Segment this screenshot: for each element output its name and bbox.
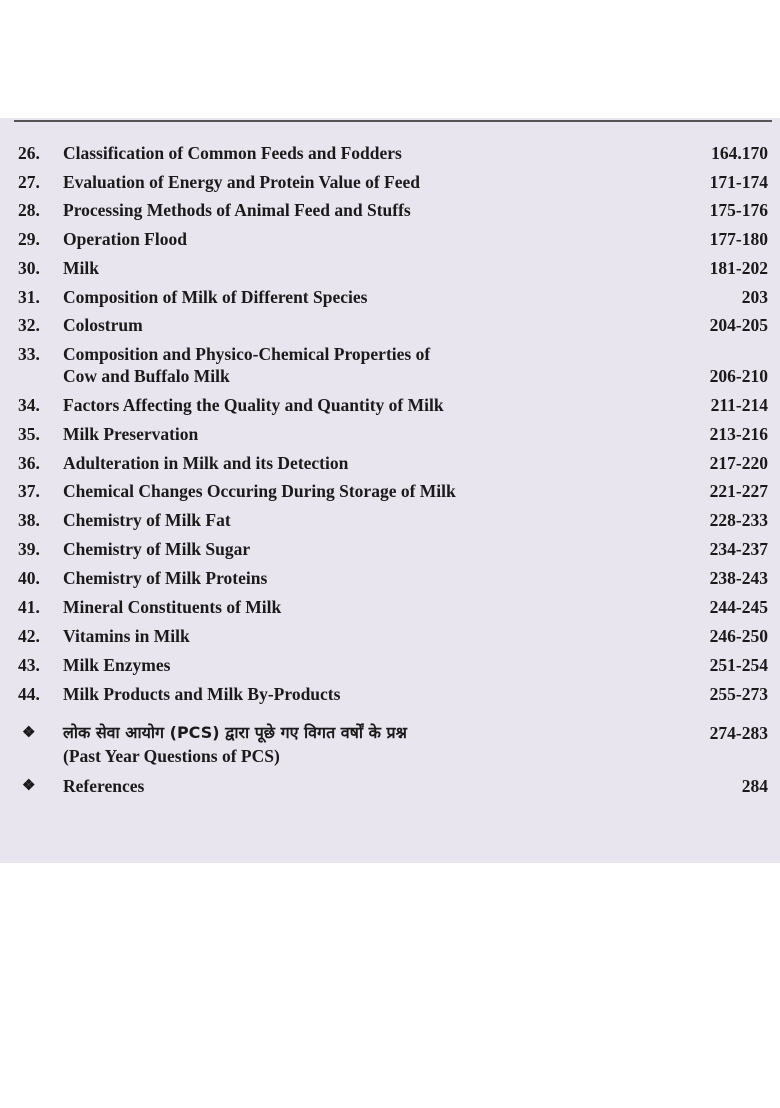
entry-pages: 238-243 [709, 568, 768, 588]
entry-pages: 171-174 [709, 172, 768, 192]
entry-pages: 203 [741, 287, 768, 307]
toc-entry: 35. Milk Preservation 213-216 [0, 420, 780, 448]
entry-number: 43. [18, 655, 40, 675]
toc-extra-entry: ❖ References 284 [0, 772, 780, 800]
entry-title: Adulteration in Milk and its Detection [63, 453, 349, 473]
entry-title-line2: (Past Year Questions of PCS) [63, 746, 280, 766]
toc-entry: 41. Mineral Constituents of Milk 244-245 [0, 593, 780, 621]
toc-entry: 40. Chemistry of Milk Proteins 238-243 [0, 564, 780, 592]
entry-pages: 244-245 [709, 597, 768, 617]
entry-pages: 217-220 [709, 453, 768, 473]
entry-title: Composition and Physico-Chemical Propert… [63, 344, 431, 364]
entry-pages: 213-216 [709, 424, 768, 444]
entry-number: 32. [18, 315, 40, 335]
entry-pages: 251-254 [709, 655, 768, 675]
entry-title: Composition of Milk of Different Species [63, 287, 368, 307]
entry-title: Chemical Changes Occuring During Storage… [63, 481, 456, 501]
entry-pages: 228-233 [709, 510, 768, 530]
toc-entry: 37. Chemical Changes Occuring During Stor… [0, 477, 780, 505]
toc-extra-entry: ❖ लोक सेवा आयोग (PCS) द्वारा पूछे गए विगत… [0, 719, 780, 766]
toc-entry: 43. Milk Enzymes 251-254 [0, 651, 780, 679]
entry-pages: 221-227 [709, 481, 768, 501]
entry-number: 38. [18, 510, 40, 530]
entry-title: Evaluation of Energy and Protein Value o… [63, 172, 420, 192]
entry-pages: 211-214 [710, 395, 768, 415]
toc-entry: 31. Composition of Milk of Different Spec… [0, 283, 780, 311]
toc-entry: 44. Milk Products and Milk By-Products 255… [0, 680, 780, 708]
entry-number: 41. [18, 597, 40, 617]
entry-title-line2: Cow and Buffalo Milk [63, 366, 230, 386]
entry-pages: 204-205 [709, 315, 768, 335]
entry-pages: 181-202 [709, 258, 768, 278]
toc-entry: 26. Classification of Common Feeds and Fo… [0, 139, 780, 167]
entry-title: Milk Preservation [63, 424, 199, 444]
entry-pages: 164.170 [711, 143, 768, 163]
entry-title: Milk Enzymes [63, 655, 171, 675]
entry-number: 36. [18, 453, 40, 473]
entry-number: 34. [18, 395, 40, 415]
toc-entry: 33. Composition and Physico-Chemical Prop… [0, 340, 780, 386]
entry-pages: 255-273 [709, 684, 768, 704]
entry-title: Vitamins in Milk [63, 626, 190, 646]
toc-entry: 39. Chemistry of Milk Sugar 234-237 [0, 535, 780, 563]
entry-number: 35. [18, 424, 40, 444]
entry-number: 29. [18, 229, 40, 249]
entry-title: Classification of Common Feeds and Fodde… [63, 143, 402, 163]
toc-entry: 30. Milk 181-202 [0, 254, 780, 282]
diamond-bullet-icon: ❖ [22, 725, 36, 741]
entry-title: Colostrum [63, 315, 143, 335]
entry-number: 31. [18, 287, 40, 307]
entry-pages: 234-237 [709, 539, 768, 559]
entry-title: Processing Methods of Animal Feed and St… [63, 200, 411, 220]
entry-pages: 274-283 [709, 723, 768, 743]
entry-title: लोक सेवा आयोग (PCS) द्वारा पूछे गए विगत … [63, 723, 407, 742]
toc-entry: 34. Factors Affecting the Quality and Qua… [0, 391, 780, 419]
entry-pages: 206-210 [709, 366, 768, 386]
toc-entry: 36. Adulteration in Milk and its Detectio… [0, 449, 780, 477]
entry-pages: 284 [741, 776, 768, 796]
entry-title: Chemistry of Milk Proteins [63, 568, 268, 588]
entry-number: 39. [18, 539, 40, 559]
entry-title: Mineral Constituents of Milk [63, 597, 282, 617]
entry-number: 28. [18, 200, 40, 220]
toc-page: 26. Classification of Common Feeds and Fo… [0, 118, 780, 863]
toc-entry: 32. Colostrum 204-205 [0, 311, 780, 339]
entry-number: 33. [18, 344, 40, 364]
entry-number: 44. [18, 684, 40, 704]
entry-pages: 177-180 [709, 229, 768, 249]
toc-entry: 38. Chemistry of Milk Fat 228-233 [0, 506, 780, 534]
entry-number: 27. [18, 172, 40, 192]
entry-number: 30. [18, 258, 40, 278]
top-rule [14, 120, 772, 122]
entry-title: Milk Products and Milk By-Products [63, 684, 341, 704]
entry-number: 37. [18, 481, 40, 501]
entry-pages: 175-176 [709, 200, 768, 220]
entry-title: Chemistry of Milk Fat [63, 510, 231, 530]
diamond-bullet-icon: ❖ [22, 778, 36, 794]
entry-pages: 246-250 [709, 626, 768, 646]
entry-title: Chemistry of Milk Sugar [63, 539, 251, 559]
toc-entry: 27. Evaluation of Energy and Protein Valu… [0, 168, 780, 196]
entry-title: Milk [63, 258, 99, 278]
entry-title: Factors Affecting the Quality and Quanti… [63, 395, 444, 415]
entry-title: Operation Flood [63, 229, 187, 249]
entry-title: References [63, 776, 145, 796]
entry-number: 42. [18, 626, 40, 646]
toc-entry: 42. Vitamins in Milk 246-250 [0, 622, 780, 650]
toc-entry: 29. Operation Flood 177-180 [0, 225, 780, 253]
entry-number: 40. [18, 568, 40, 588]
toc-entry: 28. Processing Methods of Animal Feed and… [0, 196, 780, 224]
entry-number: 26. [18, 143, 40, 163]
